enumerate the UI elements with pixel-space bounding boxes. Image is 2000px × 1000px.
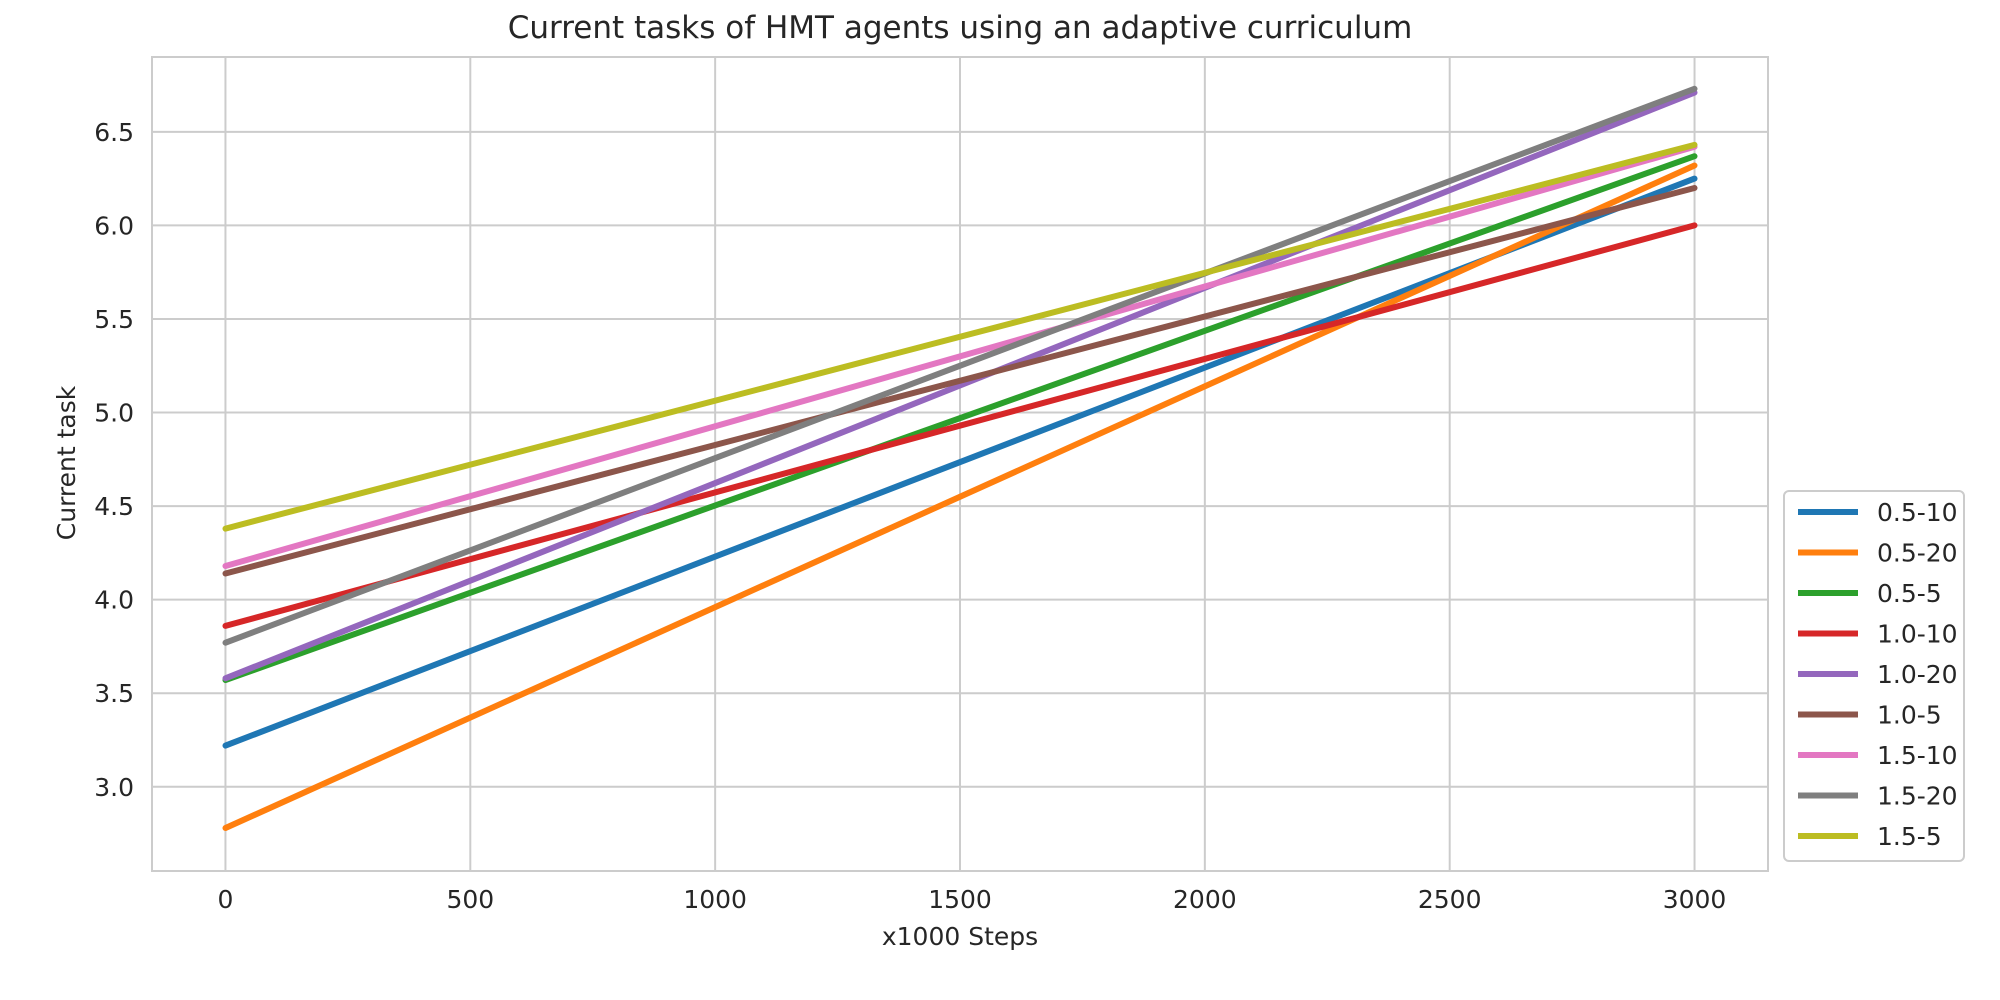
series-line-1.0-5 <box>222 185 1698 577</box>
series-line-1.5-5 <box>222 141 1698 532</box>
y-tick-label: 5.5 <box>94 305 134 334</box>
plot-frame <box>151 56 1769 872</box>
legend-label: 1.5-20 <box>1877 782 1958 811</box>
y-tick-label: 6.5 <box>94 118 134 147</box>
series-lines <box>222 85 1698 831</box>
y-tick-label: 6.0 <box>94 211 134 240</box>
series-line-0.5-20 <box>222 162 1698 831</box>
legend: 0.5-10 0.5-20 0.5-5 1.0-10 1.0-20 1.0-5 1.5-10… <box>1783 490 1965 862</box>
x-tick-labels: 0 500 1000 1500 2000 2500 3000 <box>218 885 1727 914</box>
y-tick-label: 5.0 <box>94 399 134 428</box>
legend-label: 0.5-20 <box>1877 539 1958 568</box>
x-tick-label: 1000 <box>683 885 747 914</box>
y-tick-label: 4.0 <box>94 586 134 615</box>
legend-label: 0.5-5 <box>1877 579 1942 608</box>
y-tick-label: 3.0 <box>94 773 134 802</box>
legend-label: 1.0-10 <box>1877 620 1958 649</box>
series-line-1.0-20 <box>222 89 1698 682</box>
x-axis-label: x1000 Steps <box>882 922 1038 951</box>
legend-label: 1.5-10 <box>1877 741 1958 770</box>
y-tick-label: 3.5 <box>94 679 134 708</box>
chart-title: Current tasks of HMT agents using an ada… <box>508 10 1413 46</box>
x-tick-label: 2500 <box>1418 885 1482 914</box>
y-tick-label: 4.5 <box>94 492 134 521</box>
series-line-1.5-10 <box>222 143 1698 569</box>
x-tick-label: 2000 <box>1173 885 1237 914</box>
x-tick-label: 500 <box>446 885 494 914</box>
x-tick-label: 3000 <box>1663 885 1727 914</box>
legend-label: 1.0-20 <box>1877 660 1958 689</box>
y-axis-label: Current task <box>52 385 81 540</box>
y-tick-labels: 3.0 3.5 4.0 4.5 5.0 5.5 6.0 6.5 <box>94 118 134 802</box>
series-line-0.5-5 <box>222 153 1698 684</box>
series-line-1.0-10 <box>222 222 1698 629</box>
series-line-1.5-20 <box>222 85 1698 646</box>
legend-label: 1.0-5 <box>1877 701 1942 730</box>
legend-label: 0.5-10 <box>1877 498 1958 527</box>
x-tick-label: 1500 <box>928 885 992 914</box>
legend-label: 1.5-5 <box>1877 822 1942 851</box>
legend-box <box>1783 490 1965 862</box>
x-tick-label: 0 <box>218 885 234 914</box>
